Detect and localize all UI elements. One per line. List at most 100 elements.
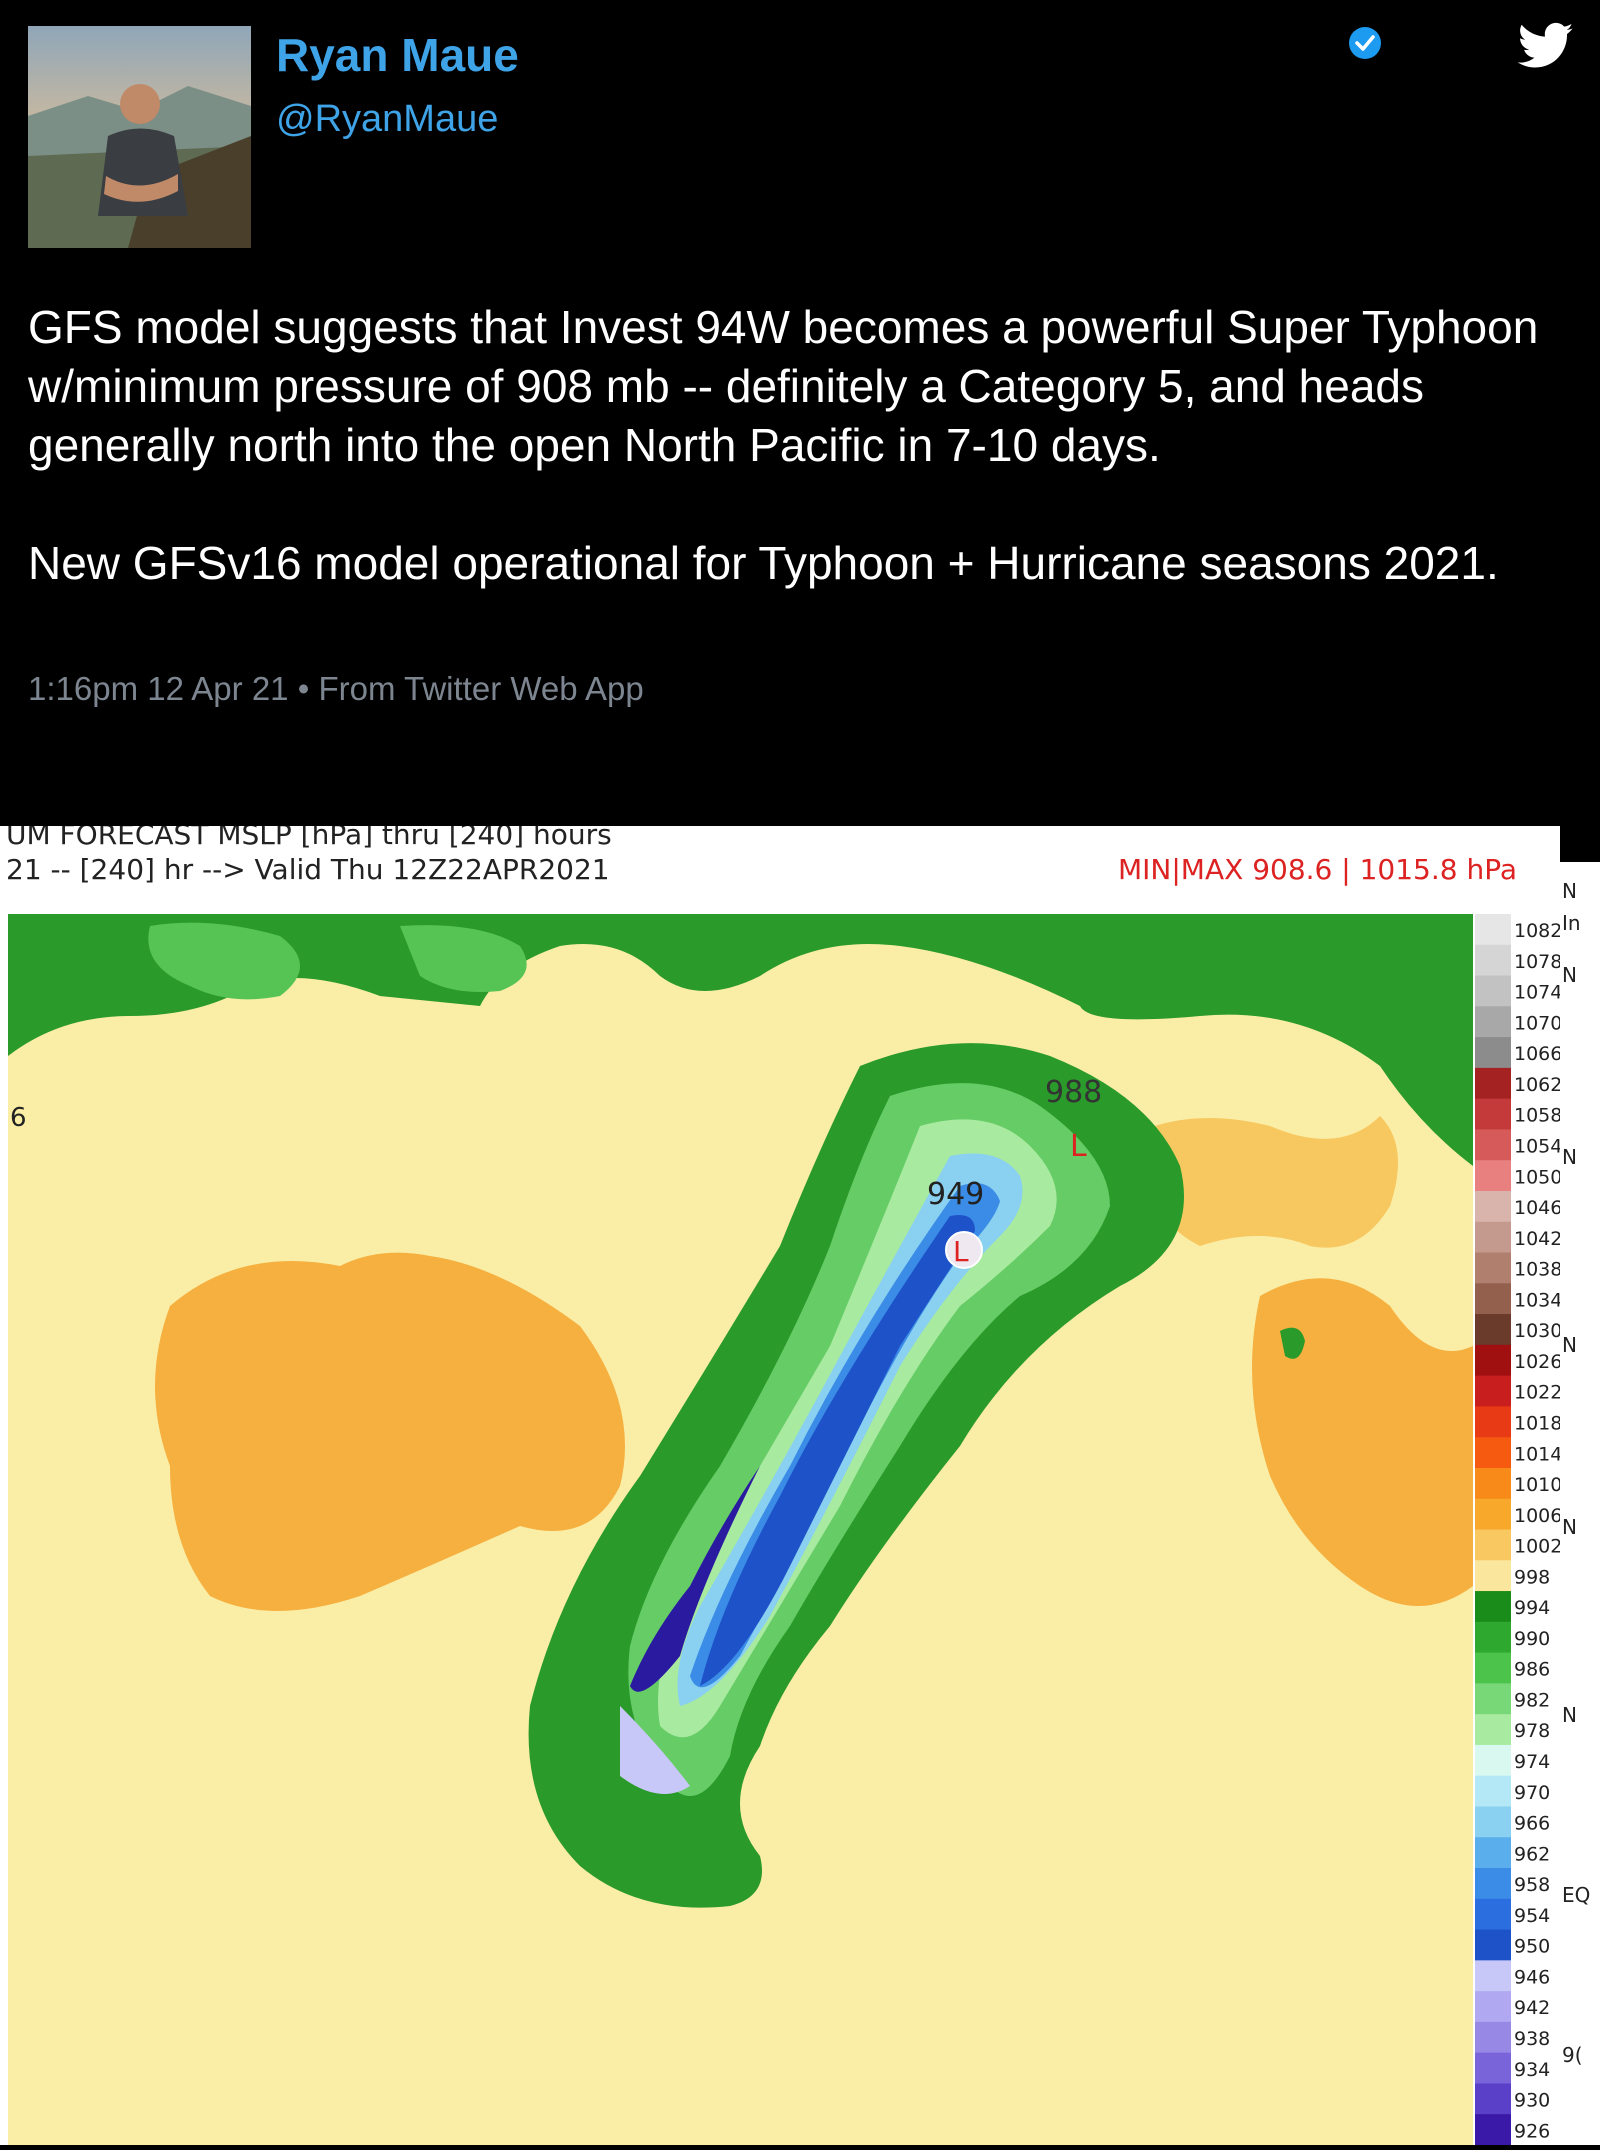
colorbar-swatch (1475, 1991, 1511, 2023)
colorbar-swatch (1475, 1344, 1511, 1377)
tweet-source[interactable]: From Twitter Web App (318, 670, 644, 707)
latitude-label: N (1562, 1145, 1577, 1169)
colorbar-label: 978 (1514, 1720, 1550, 1742)
colorbar-label-bg (1511, 1221, 1560, 1254)
colorbar-swatch (1475, 1683, 1511, 1715)
colorbar-swatch (1475, 1406, 1511, 1438)
colorbar-label: 930 (1514, 2090, 1550, 2112)
colorbar-label-bg (1511, 1929, 1560, 1961)
tweet-meta: 1:16pm 12 Apr 21 • From Twitter Web App (28, 670, 644, 708)
colorbar-label-bg (1511, 1652, 1560, 1684)
author-name[interactable]: Ryan Maue (276, 29, 519, 81)
colorbar-label: 1006 (1514, 1505, 1560, 1527)
map-title-line1: UM FORECAST MSLP [hPa] thru [240] hours (6, 826, 612, 851)
colorbar-label: 1026 (1514, 1351, 1560, 1373)
latitude-label: N (1562, 879, 1577, 903)
colorbar-label: 1018 (1514, 1412, 1560, 1434)
colorbar-swatch (1475, 1160, 1511, 1192)
colorbar-swatch (1475, 1868, 1511, 1900)
colorbar-label: 1050 (1514, 1166, 1560, 1188)
colorbar-label: 1002 (1514, 1536, 1560, 1558)
low-marker-l: L (1070, 1129, 1087, 1164)
colorbar-label-bg (1511, 914, 1560, 946)
colorbar-swatch (1475, 914, 1511, 946)
latitude-label: N (1562, 1333, 1577, 1357)
map-field (8, 914, 1473, 2145)
colorbar-label-bg (1511, 1129, 1560, 1161)
colorbar-swatch (1475, 1375, 1511, 1407)
colorbar-label: 962 (1514, 1843, 1550, 1865)
colorbar-swatch (1475, 1929, 1511, 1961)
tweet-paragraph: GFS model suggests that Invest 94W becom… (28, 301, 1539, 471)
colorbar-label-bg (1511, 1714, 1560, 1746)
colorbar-swatch (1475, 1744, 1511, 1777)
colorbar-label-bg (1511, 2052, 1560, 2084)
latitude-label: N (1562, 1703, 1577, 1727)
colorbar-label: 938 (1514, 2028, 1550, 2050)
colorbar-label-bg (1511, 2083, 1560, 2115)
map-title-line2: 21 -- [240] hr --> Valid Thu 12Z22APR202… (6, 853, 610, 886)
colorbar-label: 926 (1514, 2120, 1550, 2142)
colorbar-swatch (1475, 1098, 1511, 1130)
colorbar-label: 1046 (1514, 1197, 1560, 1219)
colorbar-label: 1022 (1514, 1382, 1560, 1404)
colorbar-label-bg (1511, 1067, 1560, 1100)
colorbar-label: 958 (1514, 1874, 1550, 1896)
map-left-edge-label: 6 (10, 1103, 27, 1133)
colorbar-swatch (1475, 1898, 1511, 1931)
colorbar-label-bg (1511, 2114, 1560, 2145)
colorbar-label-bg (1511, 1006, 1560, 1038)
latitude-label: EQ (1562, 1883, 1590, 1907)
colorbar-label: 1014 (1514, 1443, 1560, 1465)
colorbar-label-bg (1511, 1991, 1560, 2023)
colorbar-swatch (1475, 975, 1511, 1007)
twitter-bird-icon[interactable] (1517, 22, 1574, 70)
colorbar-label: 1062 (1514, 1074, 1560, 1096)
colorbar-swatch (1475, 1621, 1511, 1654)
colorbar-label: 994 (1514, 1597, 1550, 1619)
meta-separator: • (297, 670, 310, 707)
colorbar-label-bg (1511, 1406, 1560, 1438)
colorbar-swatch (1475, 1775, 1511, 1807)
colorbar-swatch (1475, 1283, 1511, 1315)
colorbar-label: 1078 (1514, 951, 1560, 973)
colorbar-swatch (1475, 1129, 1511, 1161)
colorbar-label: 1030 (1514, 1320, 1560, 1342)
tweet-timestamp[interactable]: 1:16pm 12 Apr 21 (28, 670, 289, 707)
colorbar-swatch (1475, 2021, 1511, 2054)
low-marker-center: L (953, 1235, 969, 1268)
colorbar (1475, 914, 1511, 2145)
colorbar-label: 942 (1514, 1997, 1550, 2019)
avatar[interactable] (28, 26, 251, 248)
colorbar-swatch (1475, 1652, 1511, 1684)
colorbar-label: 946 (1514, 1966, 1550, 1988)
colorbar-swatch (1475, 2052, 1511, 2084)
colorbar-swatch (1475, 1714, 1511, 1746)
colorbar-swatch (1475, 2083, 1511, 2115)
colorbar-label-bg (1511, 1529, 1560, 1561)
colorbar-label: 1038 (1514, 1259, 1560, 1281)
colorbar-label: 1074 (1514, 982, 1560, 1004)
colorbar-label: 934 (1514, 2059, 1550, 2081)
colorbar-label-bg (1511, 1314, 1560, 1346)
latitude-strip: N In N N N N N EQ 9( (1560, 862, 1600, 2145)
map-minmax: MIN|MAX 908.6 | 1015.8 hPa (1118, 853, 1517, 886)
colorbar-swatch (1475, 1314, 1511, 1346)
colorbar-swatch (1475, 1067, 1511, 1100)
forecast-map-image[interactable]: UM FORECAST MSLP [hPa] thru [240] hours … (0, 826, 1560, 2145)
colorbar-label: 1070 (1514, 1012, 1560, 1034)
latitude-label: N (1562, 963, 1577, 987)
colorbar-swatch (1475, 1498, 1511, 1530)
colorbar-label-bg (1511, 1560, 1560, 1592)
colorbar-swatch (1475, 1806, 1511, 1838)
colorbar-label-bg (1511, 1437, 1560, 1469)
author-handle[interactable]: @RyanMaue (276, 98, 499, 140)
colorbar-label-bg (1511, 1190, 1560, 1223)
colorbar-swatch (1475, 1591, 1511, 1623)
latitude-label: In (1562, 911, 1581, 935)
contour-label-949: 949 (927, 1177, 984, 1212)
latitude-label: 9( (1562, 2043, 1583, 2067)
colorbar-label: 950 (1514, 1936, 1550, 1958)
colorbar-label-bg (1511, 1744, 1560, 1777)
colorbar-label-bg (1511, 1160, 1560, 1192)
